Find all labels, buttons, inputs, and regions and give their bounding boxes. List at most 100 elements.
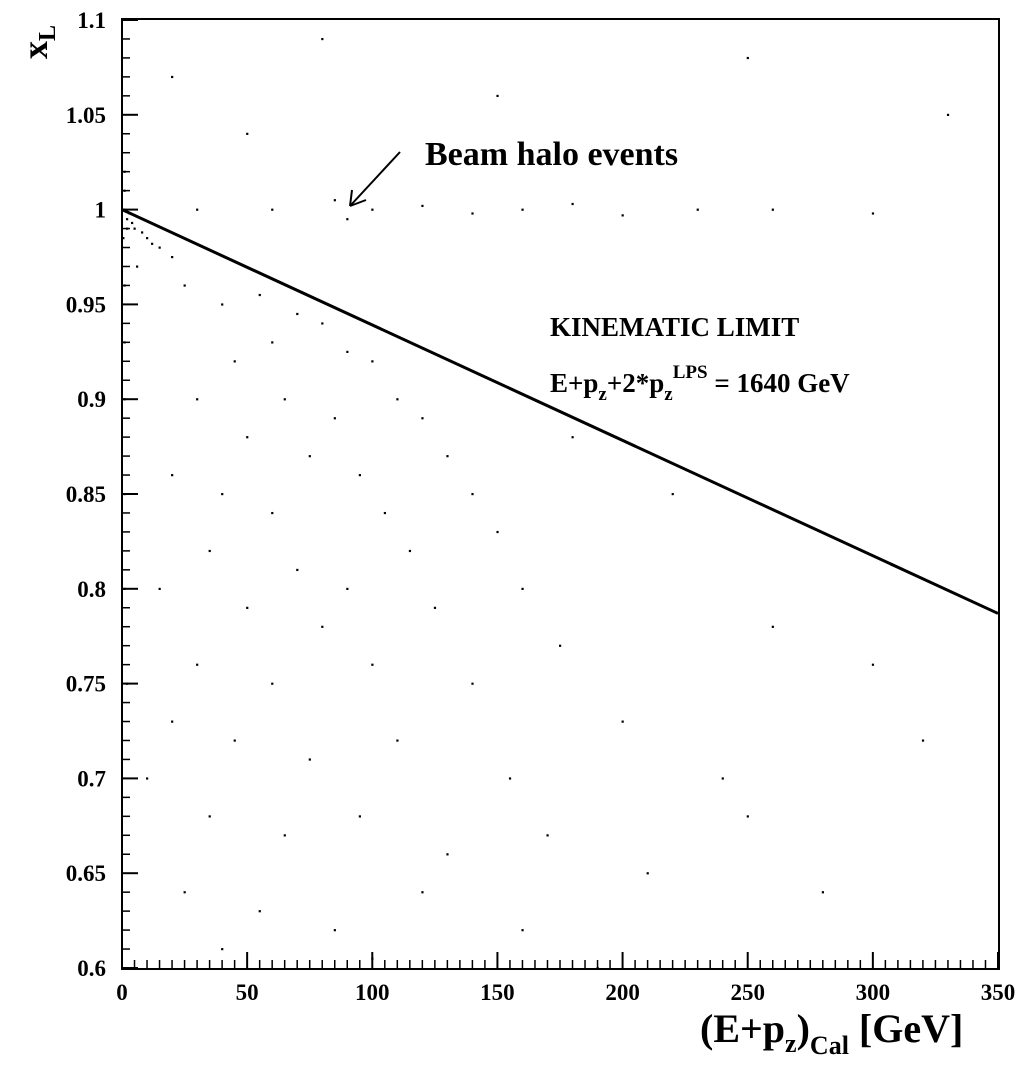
point (446, 455, 449, 458)
point (123, 284, 126, 287)
x-tick-label: 350 (981, 980, 1016, 1005)
point (131, 221, 134, 225)
point (196, 208, 199, 211)
point (258, 910, 261, 913)
y-tick-label: 1.05 (66, 103, 106, 128)
point (196, 663, 199, 666)
point (123, 189, 126, 192)
point (171, 474, 174, 477)
point (123, 493, 126, 496)
point (246, 132, 249, 135)
point (396, 739, 399, 742)
point (126, 218, 129, 221)
point (421, 891, 424, 894)
point (221, 493, 224, 496)
point (621, 151, 624, 154)
x-label-sub: Cal (810, 1031, 849, 1060)
y-tick-label: 0.8 (77, 577, 106, 602)
x-tick-label: 250 (730, 980, 765, 1005)
point (183, 891, 186, 894)
point (283, 834, 286, 837)
point (258, 293, 261, 297)
limit-annotation: KINEMATIC LIMIT (550, 312, 799, 342)
x-tick-label: 100 (355, 980, 390, 1005)
point (471, 682, 474, 685)
point (171, 75, 174, 79)
point (521, 208, 524, 211)
point (921, 739, 925, 742)
point (571, 436, 574, 439)
formula-annotation: E+pz+2*pzLPS = 1640 GeV (550, 362, 850, 405)
formula-sub: z (598, 384, 607, 405)
point (271, 341, 274, 344)
point (508, 777, 512, 780)
point (371, 663, 374, 666)
point (333, 199, 336, 202)
point (671, 493, 674, 496)
y-tick-label: 0.65 (66, 861, 106, 886)
point (151, 242, 154, 245)
point (421, 417, 424, 420)
point (208, 815, 211, 818)
x-tick-label: 50 (236, 980, 259, 1005)
x-label-part: (E+p (700, 1006, 785, 1051)
point (208, 549, 211, 553)
point (133, 227, 136, 230)
point (433, 606, 437, 609)
point (521, 929, 524, 932)
point (746, 56, 749, 60)
point (396, 398, 399, 401)
point (123, 170, 126, 173)
point (471, 493, 474, 496)
point (321, 625, 324, 628)
point (621, 720, 624, 723)
point (271, 511, 274, 515)
kinematic-limit-line (121, 208, 999, 615)
y-tick-label: 0.9 (77, 387, 106, 412)
annotation-arrow (349, 151, 401, 207)
point (496, 94, 499, 98)
arrow-head (349, 189, 367, 207)
point (246, 436, 249, 439)
point (596, 967, 599, 970)
point (308, 455, 311, 458)
halo-annotation: Beam halo events (425, 136, 678, 173)
point (123, 398, 126, 401)
point (308, 758, 311, 761)
point (271, 208, 274, 211)
x-axis-label: (E+pz)Cal [GeV] (700, 1006, 963, 1060)
point (296, 312, 299, 316)
point (141, 231, 144, 234)
x-label-part: [GeV] (849, 1006, 963, 1051)
point (333, 929, 336, 932)
formula-part: = 1640 GeV (708, 368, 851, 398)
x-tick-label: 300 (856, 980, 891, 1005)
point (521, 587, 524, 590)
x-tick-label: 200 (605, 980, 640, 1005)
point (371, 360, 374, 363)
point (871, 663, 875, 666)
x-label-sub: z (785, 1029, 797, 1058)
point (621, 214, 624, 217)
point (946, 113, 950, 116)
point (346, 350, 349, 353)
formula-part: +2*p (607, 368, 664, 398)
point (233, 739, 236, 742)
point (408, 549, 412, 553)
point (471, 212, 474, 215)
point (559, 644, 562, 647)
x-label-part: ) (797, 1006, 810, 1051)
y-label-main: x (15, 41, 55, 59)
formula-part: E+p (550, 368, 598, 398)
point (358, 815, 361, 818)
point (122, 237, 125, 240)
point (496, 530, 499, 534)
point (646, 872, 649, 875)
point (321, 322, 324, 325)
point (233, 360, 236, 363)
point (546, 834, 549, 837)
y-tick-label: 0.6 (77, 956, 106, 981)
point (296, 568, 299, 572)
y-tick-label: 1.1 (77, 8, 106, 33)
